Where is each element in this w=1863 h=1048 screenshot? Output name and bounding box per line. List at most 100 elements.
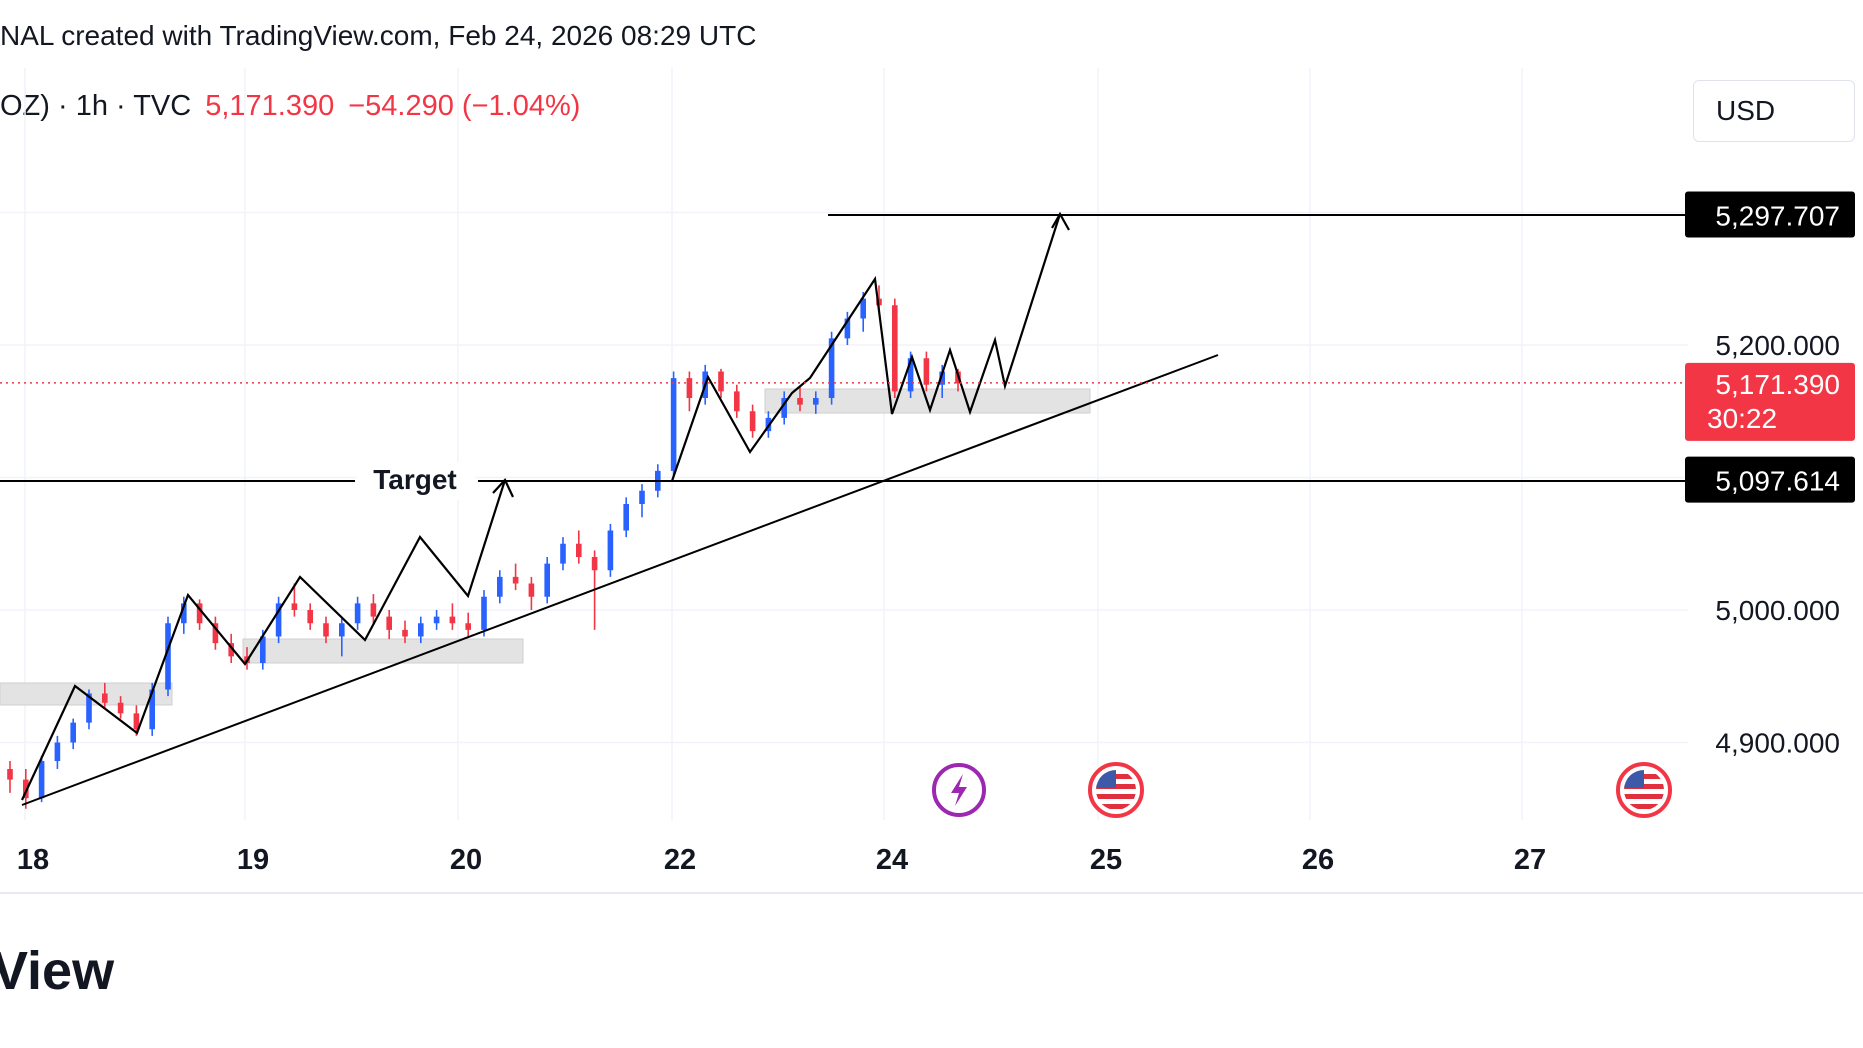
candle (133, 705, 140, 736)
candle-body (307, 610, 313, 624)
candle-body (607, 530, 614, 571)
candle-body (734, 391, 740, 412)
candle-body (386, 616, 392, 630)
lightning-event-icon[interactable] (932, 763, 986, 817)
candle-body (781, 398, 787, 418)
candle (275, 596, 282, 644)
projection-path (21, 479, 507, 801)
drawings: Target (0, 211, 1688, 806)
candle (892, 298, 898, 398)
candle-body (133, 713, 140, 730)
candle-body (892, 305, 898, 392)
candle-body (718, 371, 724, 392)
candle-body (260, 636, 266, 663)
candle-body (196, 603, 203, 624)
candle (544, 557, 550, 604)
candle (844, 311, 851, 345)
time-tick-label: 25 (1090, 844, 1122, 876)
symbol-info: OZ) · 1h · TVC 5,171.390 −54.290 (−1.04%) (0, 90, 580, 123)
candle-body (86, 693, 92, 723)
candle (339, 616, 345, 657)
candle (354, 596, 361, 630)
candle (212, 616, 219, 650)
time-tick-label: 19 (237, 844, 269, 876)
projection-path (670, 213, 1062, 482)
candle (117, 696, 124, 719)
candle (402, 620, 408, 644)
us-flag-event-icon[interactable] (1616, 762, 1672, 818)
candle (7, 761, 13, 793)
chart-header-text: NAL created with TradingView.com, Feb 24… (0, 20, 757, 51)
grid (0, 68, 1688, 820)
currency-button[interactable]: USD (1693, 80, 1855, 142)
candle-body (23, 779, 29, 799)
candle-body (38, 761, 45, 799)
candle-body (686, 378, 693, 398)
candle (481, 590, 487, 637)
candle (23, 769, 29, 809)
candle (38, 755, 45, 803)
candle (623, 497, 629, 538)
time-tick-label: 18 (17, 844, 49, 876)
candle-body (623, 504, 629, 531)
candle (528, 576, 535, 610)
candle (70, 718, 76, 750)
support-zones (0, 388, 1091, 706)
candle-body (844, 318, 851, 339)
candle (291, 583, 298, 617)
target-label: Target (373, 464, 457, 495)
candle-body (402, 629, 408, 637)
candle-body (275, 603, 282, 637)
candle (813, 391, 819, 414)
candle (196, 599, 203, 630)
price-axis: 5,200.000 5,000.000 4,900.000 5,297.707 5,09… (1685, 191, 1855, 759)
candle (181, 596, 187, 634)
candle-body (433, 616, 440, 624)
support-zone (242, 638, 524, 664)
candle (749, 404, 756, 438)
candle-body (797, 398, 803, 405)
candle-body (339, 623, 345, 637)
candle-body (528, 583, 535, 597)
candle (686, 371, 693, 412)
candle-body (228, 643, 234, 657)
candle-body (149, 689, 155, 730)
time-tick-label: 24 (876, 844, 908, 876)
level-label-bg (1685, 456, 1855, 503)
candle-body (354, 603, 361, 624)
time-tick-label: 22 (664, 844, 696, 876)
countdown-label: 30:22 (1707, 403, 1777, 434)
level-label: 5,297.707 (1715, 201, 1840, 232)
price-tick-label: 5,200.000 (1715, 330, 1840, 361)
trend-line (21, 354, 1219, 806)
candle (102, 682, 108, 710)
candle-body (181, 603, 187, 624)
candle (323, 616, 329, 644)
candle-body (670, 378, 677, 471)
candle-body (749, 411, 756, 432)
arrow-head (1051, 211, 1070, 231)
candle-body (576, 543, 582, 557)
candle-body (291, 603, 298, 610)
candle (449, 603, 456, 630)
candle (607, 523, 614, 577)
candle-body (876, 298, 882, 306)
event-icons (932, 762, 1672, 818)
time-tick-label: 27 (1514, 844, 1546, 876)
candle-body (828, 338, 835, 398)
symbol-price: 5,171.390 (205, 90, 335, 122)
current-price-label-bg (1685, 362, 1855, 441)
candle (465, 612, 471, 637)
candle-body (165, 623, 171, 690)
candle-body (512, 576, 519, 584)
candle-body (544, 563, 550, 597)
candle-body (212, 623, 219, 644)
us-flag-event-icon[interactable] (1088, 762, 1144, 818)
candle-body (102, 693, 108, 703)
candle (512, 563, 519, 591)
time-axis: 18 19 20 22 24 25 26 27 (17, 844, 1546, 876)
candle-body (639, 490, 645, 504)
candle-body (7, 769, 13, 780)
candle (307, 603, 313, 630)
